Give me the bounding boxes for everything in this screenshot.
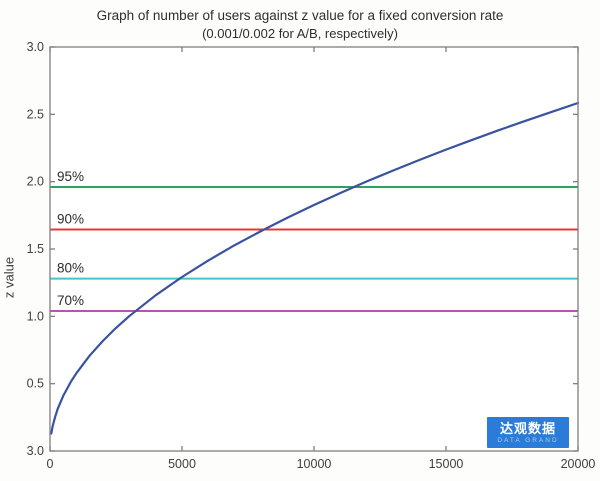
y-tick-label: 1.0 [27,309,44,323]
x-tick-label: 5000 [168,457,196,471]
y-tick-label: 2.5 [27,107,44,121]
reference-line-label-90%: 90% [57,211,84,226]
y-tick-label: 3.0 [27,444,44,458]
x-tick-label: 15000 [429,457,464,471]
y-tick-label: 2.0 [27,175,44,189]
x-tick-label: 10000 [297,457,332,471]
watermark-cn-text: 达观数据 [499,420,556,436]
reference-line-label-95%: 95% [57,169,84,184]
y-tick-label: 0.5 [27,377,44,391]
y-tick-label: 3.0 [27,40,44,54]
chart-subtitle: (0.001/0.002 for A/B, respectively) [202,26,398,41]
reference-line-label-80%: 80% [57,261,84,276]
watermark-badge: 达观数据 DATA GRAND [487,417,569,448]
watermark-en-text: DATA GRAND [497,436,559,444]
y-tick-label: 1.5 [27,242,44,256]
reference-line-label-70%: 70% [57,293,84,308]
chart-title: Graph of number of users against z value… [96,8,504,23]
series-curve [50,101,580,435]
x-tick-label: 0 [47,457,54,471]
x-tick-label: 20000 [561,457,596,471]
